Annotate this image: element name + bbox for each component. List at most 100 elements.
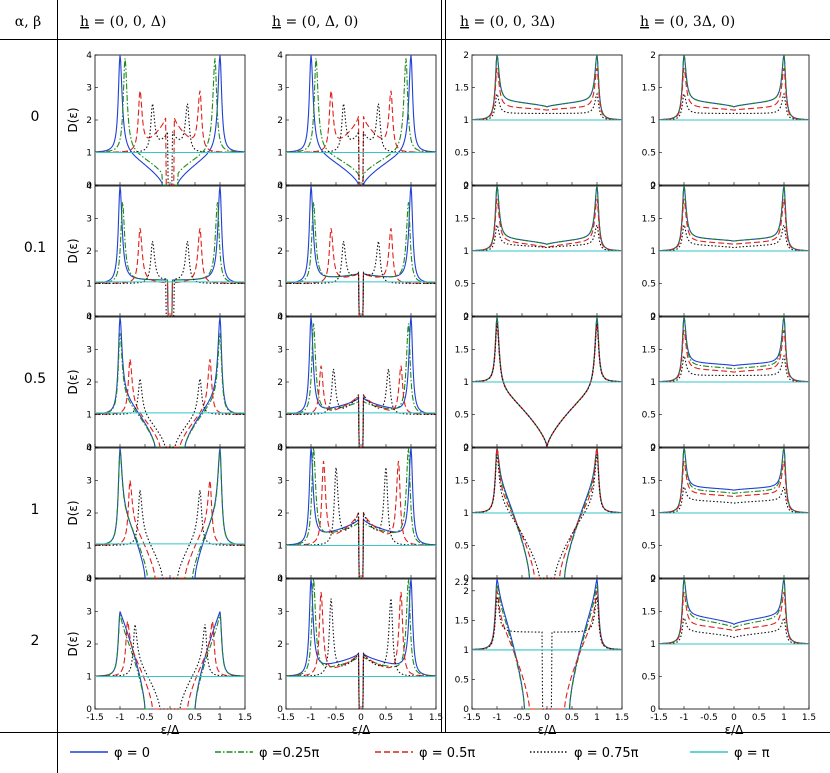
y-tick-label: 3 [86,215,92,225]
series-line [659,92,809,121]
y-tick-label: 4 [277,444,283,454]
series-line [94,480,246,579]
x-tick-label: 0 [544,713,550,723]
y-tick-label: 2 [277,640,283,650]
x-tick-label: -1 [680,713,689,723]
series-line [471,54,623,121]
y-tick-label: 1 [463,378,469,388]
y-tick-label: 3 [86,346,92,356]
y-tick-label: 1 [86,280,92,290]
x-tick-label: 0.5 [752,713,766,723]
x-tick-label: 1.5 [615,713,629,723]
chart-panel: 0 1 2 3 4 [277,444,437,584]
x-tick-label: -1.5 [277,713,295,723]
y-tick-label: 4 [86,51,92,61]
y-tick-label: 3 [86,84,92,94]
y-tick-label: 4 [86,575,92,585]
y-tick-label: 2 [463,51,469,61]
series-line [94,58,246,186]
series-line [659,616,809,645]
y-axis-label: D(ε) [66,238,80,263]
y-tick-label: 1 [86,411,92,421]
corner-label: α, β [15,14,41,30]
plot-frame [94,447,246,579]
y-tick-label: 1 [86,673,92,683]
column-header: h = (0, 0, Δ) [80,14,166,30]
plot-frame [94,54,246,186]
series-line [471,454,623,579]
row-label: 2 [31,633,40,649]
column-headers: h = (0, 0, Δ) h = (0, Δ, 0) h = (0, 0, 3Δ)… [15,14,735,30]
y-tick-label: 1 [650,378,656,388]
y-tick-label: 1.5 [455,84,469,94]
y-tick-label: 4 [277,51,283,61]
chart-panel: 0 0.5 1 1.5 2 [642,313,810,453]
series-line [471,185,623,252]
y-tick-label: 0.5 [455,149,469,159]
y-tick-label: 4 [277,182,283,192]
legend-label: φ =0.25π [259,746,320,761]
x-tick-label: -1 [493,713,502,723]
y-tick-label: 1.5 [642,477,656,487]
y-tick-label: 1 [463,116,469,126]
x-axis-label: ε/Δ [161,723,181,737]
y-tick-label: 0 [463,705,469,715]
y-tick-label: 1.5 [455,616,469,626]
y-tick-label: 1.5 [642,84,656,94]
series-line [471,584,623,710]
y-tick-label: 1.5 [455,215,469,225]
y-tick-label: 1.5 [642,608,656,618]
legend-label: φ = 0 [114,746,150,761]
x-tick-label: -0.5 [513,713,531,723]
y-tick-label: 0 [650,574,656,584]
y-tick-label: 0.5 [455,280,469,290]
y-tick-label: 1 [463,509,469,519]
y-tick-label: 0 [86,181,92,191]
row-labels: 0 0.1 0.5 1 2 [24,109,46,649]
h-field-symbol: h [640,14,649,30]
series-line [658,591,810,645]
legend-label: φ = 0.75π [574,746,639,761]
chart-panel: 0 0.5 1 1.5 2 [642,51,810,191]
y-tick-label: 2 [463,444,469,454]
series-line [658,54,810,121]
y-tick-label: 0 [650,181,656,191]
x-tick-label: 1.5 [429,713,443,723]
x-tick-label: -1.5 [86,713,104,723]
y-tick-label: 0 [277,705,283,715]
h-field-symbol: h [460,14,469,30]
y-tick-label: 3 [86,477,92,487]
y-tick-label: 3 [277,608,283,618]
y-tick-label: 1.5 [455,477,469,487]
y-tick-label: 1 [86,542,92,552]
y-tick-label: 1 [86,149,92,159]
chart-panel: 0 0.5 1 1.5 2 [455,444,623,584]
legend: φ = 0 φ =0.25π φ = 0.5π φ = 0.75π φ = π [70,746,770,761]
series-line [658,578,810,645]
y-tick-label: 0 [650,443,656,453]
series-line [95,241,245,317]
chart-panel: 0 1 2 3 4 D(ε) [66,182,246,322]
chart-panel: 0 1 2 3 4 -1.5 -1 -0.5 0 0.5 1 1.5 ε/Δ [277,575,443,737]
row-label: 1 [31,502,40,518]
chart-panel: 0 1 2 3 4 -1.5 -1 -0.5 0 0.5 1 1.5 D(ε) ε/Δ [66,575,252,737]
y-tick-label: 2 [650,313,656,323]
chart-panel: 0 1 2 3 4 [277,313,437,453]
series-line [471,596,623,710]
y-tick-label: 3 [86,608,92,618]
y-tick-label: 4 [86,182,92,192]
row-label: 0 [31,109,40,125]
y-tick-label: 2 [277,247,283,257]
series-line [286,228,436,317]
y-tick-label: 2 [277,116,283,126]
y-tick-label: 1 [277,411,283,421]
series-line [471,67,623,121]
series-line [286,241,436,317]
y-tick-label: 1 [650,640,656,650]
y-tick-label: 1 [650,247,656,257]
h-field-symbol: h [272,14,281,30]
y-tick-label: 0.5 [642,542,656,552]
y-axis-label: D(ε) [66,631,80,656]
chart-panel: 0 0.5 1 1.5 2 -1.5 -1 -0.5 0 0.5 1 1.5 ε/Δ [642,575,816,737]
